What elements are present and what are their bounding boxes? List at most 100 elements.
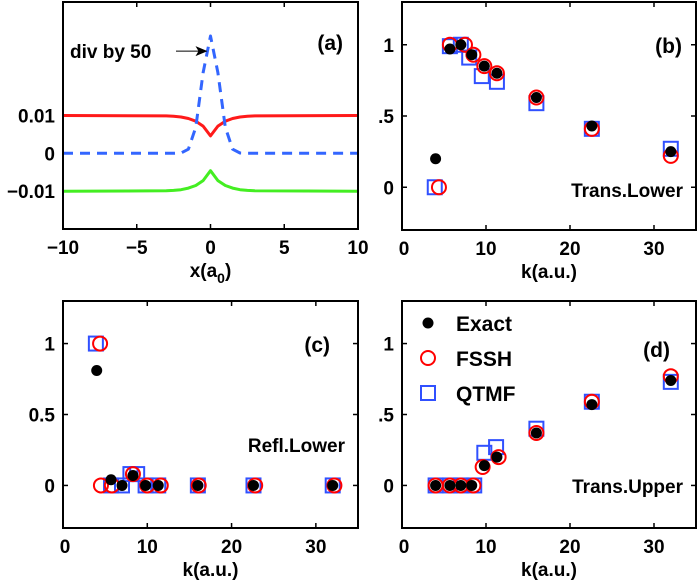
panel-b: 0 10 20 30 1 .5 0 k(a.u.) Trans.Lower (b): [378, 1, 697, 283]
x-axis-label-end: ): [225, 261, 231, 282]
x-tick-label: 30: [643, 537, 664, 558]
y-tick-label: 1: [383, 36, 394, 57]
data-point-exact: [444, 479, 456, 491]
panel-annotation: Refl.Lower: [248, 436, 346, 457]
data-point-exact: [491, 451, 503, 463]
data-point-exact: [491, 67, 503, 79]
data-point-exact: [140, 479, 152, 491]
y-tick-label: 0.5: [29, 406, 56, 427]
data-point-exact: [192, 479, 204, 491]
y-tick-label: 0: [383, 476, 394, 497]
panel-label: (a): [317, 32, 343, 55]
data-point-exact: [586, 399, 598, 411]
data-point-fssh: [476, 58, 493, 75]
data-point-exact: [530, 91, 542, 103]
axes-frame: [401, 1, 697, 231]
data-point-exact: [430, 153, 442, 165]
data-point-exact: [327, 479, 339, 491]
data-point-exact: [466, 479, 478, 491]
x-axis-label: k(a.u.): [521, 560, 577, 581]
panel-label: (b): [655, 35, 682, 58]
x-tick-label: 5: [279, 238, 290, 259]
data-point-exact: [478, 60, 490, 72]
legend-marker-fssh: [420, 350, 436, 366]
series-line-green: [63, 169, 358, 193]
data-point-exact: [444, 43, 456, 55]
arrowhead-icon: [195, 46, 208, 57]
panel-d: 0 10 20 30 1 .5 0 k(a.u.) Trans.Upper (d) Exact FSS…: [378, 300, 697, 581]
axes-frame: [62, 300, 359, 529]
data-point-exact: [247, 479, 259, 491]
y-tick-label: 0: [44, 476, 55, 497]
x-axis-label-main: x(a: [190, 261, 218, 282]
y-tick-label: 0: [383, 178, 394, 199]
data-point-fssh: [528, 424, 545, 441]
x-axis-label: x(a0): [190, 261, 232, 286]
data-point-fssh: [528, 89, 545, 106]
x-tick-label: −10: [47, 238, 79, 259]
data-point-exact: [665, 374, 677, 386]
panel-annotation: Trans.Upper: [572, 477, 683, 498]
data-point-qtmf: [87, 335, 104, 352]
data-point-fssh: [488, 65, 505, 82]
axes-frame: [62, 1, 359, 230]
x-tick-label: 20: [559, 537, 580, 558]
panel-label: (c): [304, 334, 330, 357]
y-tick-label: .5: [378, 406, 394, 427]
data-point-exact: [430, 479, 442, 491]
x-axis-label: k(a.u.): [521, 262, 577, 283]
x-tick-label: 10: [475, 239, 496, 260]
data-point-exact: [127, 470, 139, 482]
annotation-text: div by 50: [70, 42, 151, 63]
panel-annotation: Trans.Lower: [571, 181, 684, 202]
data-point-exact: [105, 474, 117, 486]
data-point-exact: [466, 49, 478, 61]
x-tick-label: 20: [221, 537, 242, 558]
axes-frame: [401, 300, 697, 529]
panel-a: −10 −5 0 5 100.010−0.01x(a0)div by 50 (a): [7, 1, 369, 286]
x-tick-label: 0: [60, 537, 71, 558]
x-tick-label: 0: [399, 239, 410, 260]
legend-label: QTMF: [456, 383, 516, 406]
x-tick-label: 30: [643, 239, 664, 260]
x-tick-label: 0: [205, 238, 216, 259]
data-point-qtmf: [452, 36, 469, 53]
legend-label: Exact: [456, 313, 512, 336]
data-point-exact: [91, 365, 103, 377]
series-line-blue: [63, 34, 358, 155]
data-point-exact: [665, 146, 677, 158]
y-tick-label: −0.01: [7, 182, 56, 203]
x-tick-label: 10: [347, 238, 368, 259]
data-point-exact: [530, 427, 542, 439]
data-point-exact: [586, 120, 598, 132]
data-point-exact: [116, 479, 128, 491]
x-tick-label: 30: [305, 537, 326, 558]
data-point-qtmf: [473, 68, 490, 85]
x-axis-label-subscript: 0: [217, 270, 225, 286]
series-line-red: [63, 114, 358, 138]
x-tick-label: 10: [137, 537, 158, 558]
x-tick-label: −5: [126, 238, 148, 259]
plot-area: [87, 335, 343, 494]
plot-area: [426, 36, 679, 196]
data-point-exact: [478, 460, 490, 472]
legend-marker-exact: [422, 317, 434, 329]
data-point-qtmf: [426, 179, 443, 196]
y-tick-label: 1: [44, 335, 55, 356]
legend-label: FSSH: [456, 348, 512, 371]
data-point-exact: [455, 479, 467, 491]
panel-c: 0 10 20 30 1 0.5 0 k(a.u.) Refl.Lower (c): [29, 300, 359, 581]
data-point-fssh: [92, 335, 109, 352]
x-tick-label: 0: [399, 537, 410, 558]
x-axis-label: k(a.u.): [183, 560, 239, 581]
data-point-fssh: [190, 477, 207, 494]
x-tick-label: 20: [559, 239, 580, 260]
data-point-fssh: [92, 477, 109, 494]
legend-marker-qtmf: [420, 385, 436, 401]
data-point-fssh: [430, 179, 447, 196]
data-point-qtmf: [662, 373, 679, 390]
x-tick-label: 10: [475, 537, 496, 558]
y-tick-label: .5: [378, 107, 394, 128]
y-tick-label: 1: [383, 335, 394, 356]
